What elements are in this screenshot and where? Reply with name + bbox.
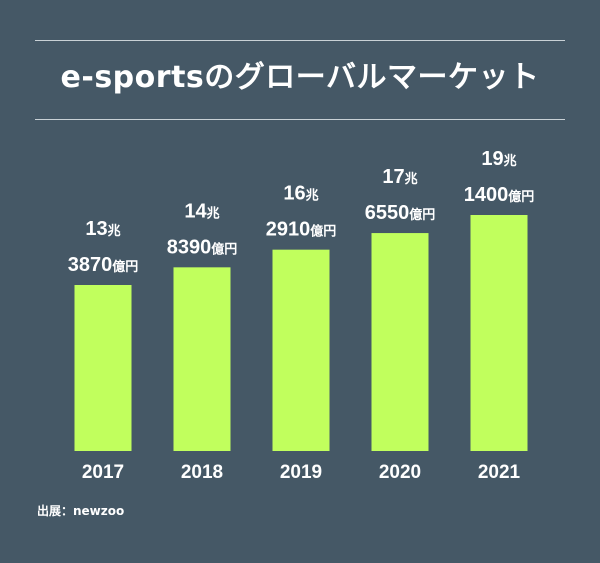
chart-title: e-sportsのグローバルマーケット bbox=[60, 60, 540, 95]
bar-2019 bbox=[272, 249, 330, 451]
value-label-trillion-2020: 17兆 bbox=[382, 166, 417, 188]
x-tick-label-2019: 2019 bbox=[280, 462, 322, 483]
x-tick-label-2018: 2018 bbox=[181, 462, 223, 483]
bar-2020 bbox=[371, 233, 429, 451]
value-label-trillion-2017: 13兆 bbox=[85, 218, 120, 240]
x-tick-label-2017: 2017 bbox=[82, 462, 124, 483]
bar-2018 bbox=[173, 267, 231, 451]
value-label-trillion-2021: 19兆 bbox=[481, 148, 516, 170]
bottom-divider bbox=[35, 119, 565, 120]
value-label-oku-2018: 8390億円 bbox=[167, 236, 238, 258]
value-label-trillion-2018: 14兆 bbox=[184, 200, 219, 222]
bar-2021 bbox=[470, 215, 528, 451]
bar-2017 bbox=[74, 285, 132, 451]
value-label-oku-2020: 6550億円 bbox=[365, 202, 436, 224]
top-divider bbox=[35, 40, 565, 41]
x-tick-label-2021: 2021 bbox=[478, 462, 521, 483]
x-tick-label-2020: 2020 bbox=[379, 462, 421, 483]
source-note: 出展：newzoo bbox=[37, 504, 125, 518]
value-label-oku-2019: 2910億円 bbox=[266, 219, 337, 241]
value-label-trillion-2019: 16兆 bbox=[283, 183, 318, 205]
value-label-oku-2017: 3870億円 bbox=[68, 254, 139, 276]
value-label-oku-2021: 1400億円 bbox=[464, 184, 535, 206]
